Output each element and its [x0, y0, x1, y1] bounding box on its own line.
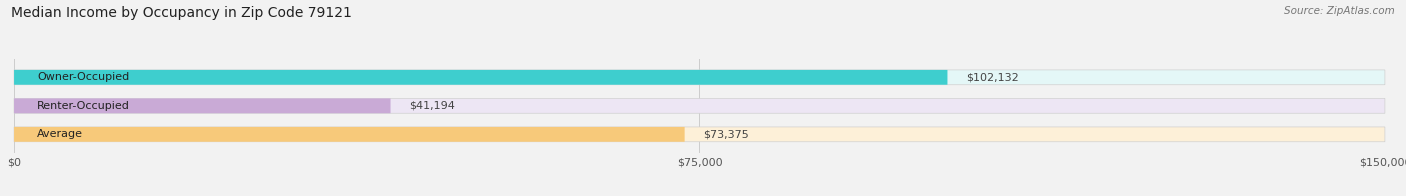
Text: Source: ZipAtlas.com: Source: ZipAtlas.com: [1284, 6, 1395, 16]
FancyBboxPatch shape: [14, 70, 1385, 85]
FancyBboxPatch shape: [14, 70, 948, 85]
FancyBboxPatch shape: [14, 127, 1385, 142]
Text: $41,194: $41,194: [409, 101, 454, 111]
FancyBboxPatch shape: [14, 98, 1385, 113]
Text: Median Income by Occupancy in Zip Code 79121: Median Income by Occupancy in Zip Code 7…: [11, 6, 352, 20]
Text: Owner-Occupied: Owner-Occupied: [37, 72, 129, 82]
Text: $73,375: $73,375: [703, 129, 748, 139]
Text: $102,132: $102,132: [966, 72, 1018, 82]
Text: Renter-Occupied: Renter-Occupied: [37, 101, 129, 111]
FancyBboxPatch shape: [14, 127, 685, 142]
Text: Average: Average: [37, 129, 83, 139]
FancyBboxPatch shape: [14, 98, 391, 113]
